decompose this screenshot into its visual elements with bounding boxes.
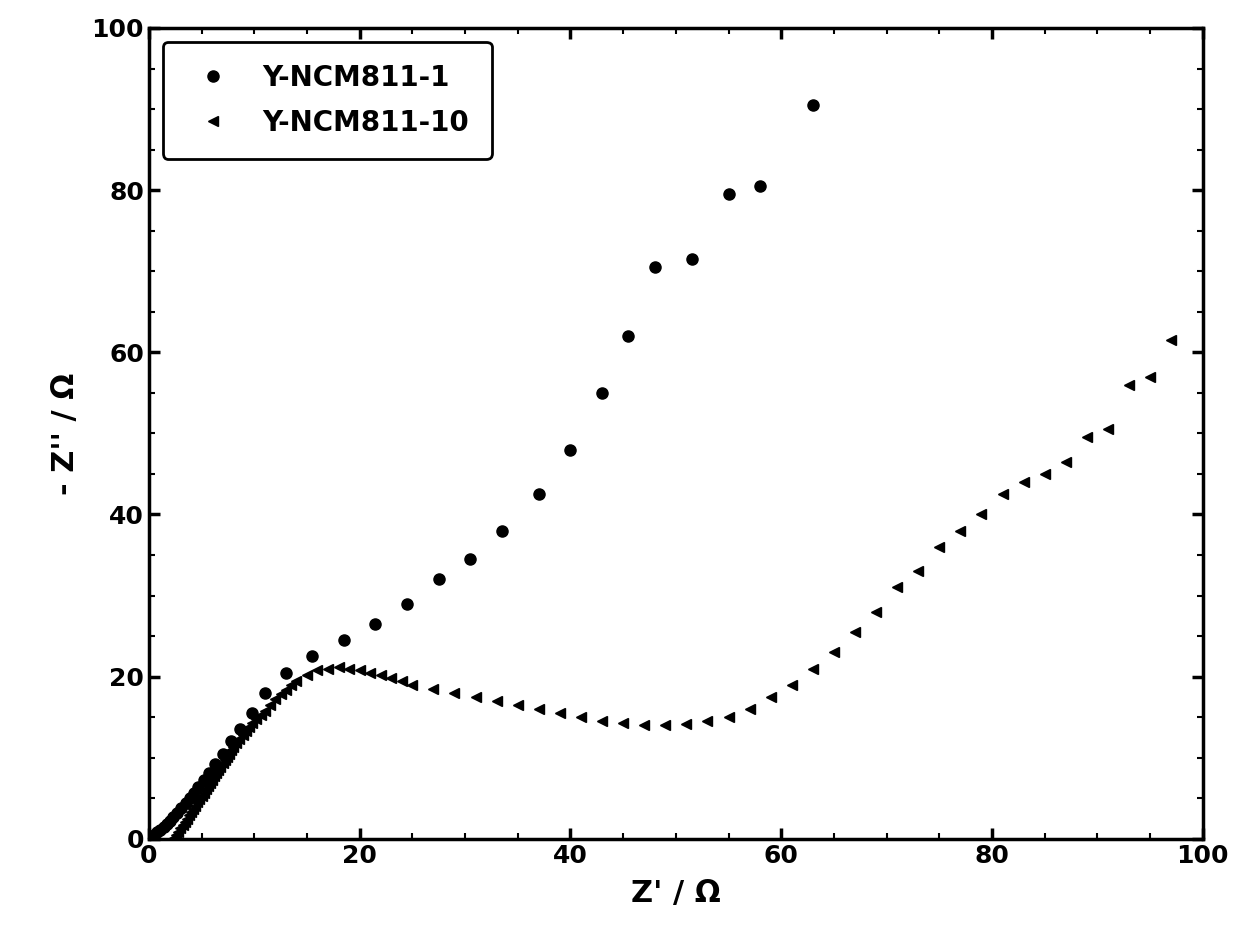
Y-NCM811-1 <box>170 807 185 818</box>
Y-NCM811-1 <box>432 574 446 585</box>
Y-NCM811-1 <box>166 812 181 823</box>
Line: Y-NCM811-1: Y-NCM811-1 <box>149 100 818 841</box>
Y-NCM811-1 <box>806 100 821 111</box>
Y-NCM811-1 <box>201 768 216 779</box>
Y-NCM811-1 <box>162 816 177 827</box>
Y-NCM811-1 <box>216 748 231 760</box>
Y-NCM811-10 <box>253 709 268 720</box>
Y-NCM811-1 <box>621 331 636 342</box>
Y-NCM811-1 <box>595 388 610 399</box>
Y-NCM811-1 <box>156 822 171 833</box>
Y-NCM811-10 <box>151 843 166 854</box>
Y-NCM811-1 <box>258 687 273 698</box>
Y-axis label: - Z'' / Ω: - Z'' / Ω <box>51 372 81 495</box>
Y-NCM811-1 <box>233 724 248 735</box>
Y-NCM811-1 <box>463 554 477 565</box>
Y-NCM811-10 <box>722 712 737 723</box>
Y-NCM811-1 <box>146 829 161 841</box>
Y-NCM811-1 <box>153 824 167 835</box>
Y-NCM811-1 <box>187 787 202 798</box>
Y-NCM811-1 <box>223 736 238 747</box>
Y-NCM811-1 <box>399 598 414 610</box>
Y-NCM811-1 <box>208 759 223 770</box>
Y-NCM811-1 <box>368 618 383 629</box>
X-axis label: Z' / Ω: Z' / Ω <box>631 879 720 908</box>
Legend: Y-NCM811-1, Y-NCM811-10: Y-NCM811-1, Y-NCM811-10 <box>162 42 492 159</box>
Y-NCM811-1 <box>684 254 699 265</box>
Y-NCM811-1 <box>174 802 188 814</box>
Y-NCM811-1 <box>278 667 293 678</box>
Y-NCM811-1 <box>753 181 768 192</box>
Y-NCM811-10 <box>553 707 568 719</box>
Y-NCM811-1 <box>150 827 165 838</box>
Y-NCM811-1 <box>159 818 174 829</box>
Y-NCM811-1 <box>531 488 546 500</box>
Y-NCM811-10 <box>192 793 207 804</box>
Y-NCM811-1 <box>722 188 737 199</box>
Y-NCM811-1 <box>191 781 206 792</box>
Y-NCM811-10 <box>186 803 201 815</box>
Y-NCM811-1 <box>336 635 351 646</box>
Y-NCM811-1 <box>244 707 259 719</box>
Y-NCM811-10 <box>144 837 159 848</box>
Y-NCM811-10 <box>890 582 905 593</box>
Y-NCM811-1 <box>495 525 510 536</box>
Y-NCM811-1 <box>179 798 193 809</box>
Y-NCM811-10 <box>1163 335 1178 346</box>
Y-NCM811-1 <box>305 651 320 662</box>
Line: Y-NCM811-10: Y-NCM811-10 <box>146 336 1176 854</box>
Y-NCM811-1 <box>182 792 197 803</box>
Y-NCM811-1 <box>563 444 578 455</box>
Y-NCM811-1 <box>647 262 662 273</box>
Y-NCM811-1 <box>196 774 211 786</box>
